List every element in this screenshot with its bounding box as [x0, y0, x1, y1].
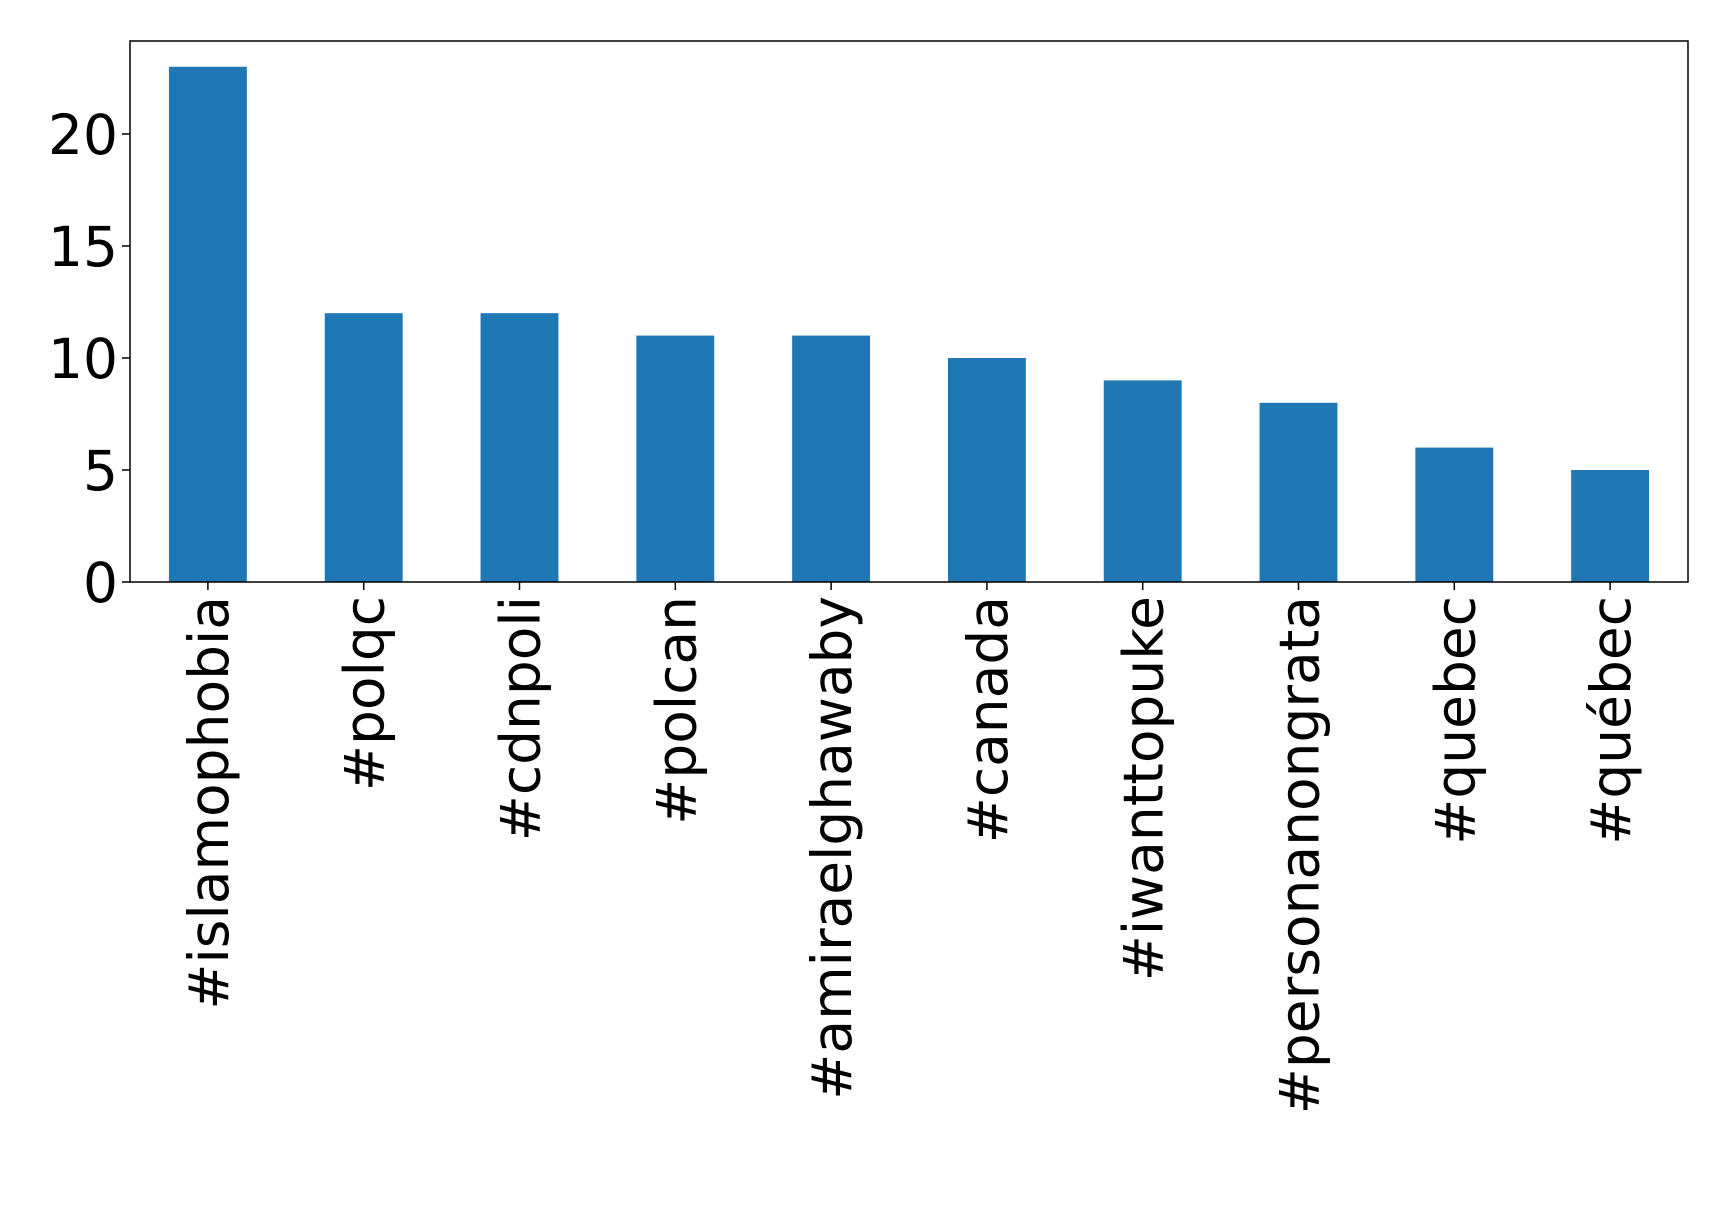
- bar: [480, 313, 559, 582]
- y-tick-label: 20: [48, 103, 118, 167]
- x-tick-label: #canada: [956, 596, 1020, 843]
- bar: [1103, 380, 1182, 582]
- x-tick-label: #quebec: [1423, 596, 1487, 845]
- y-tick-label: 10: [48, 327, 118, 391]
- bar: [1571, 469, 1650, 582]
- x-tick-label: #cdnpoli: [489, 596, 553, 841]
- x-tick-label: #polqc: [333, 596, 397, 791]
- bar: [1259, 402, 1338, 582]
- y-tick-label: 0: [83, 551, 118, 615]
- x-tick-label: #personanongrata: [1268, 596, 1332, 1114]
- bar: [947, 357, 1026, 582]
- bar: [1415, 447, 1494, 582]
- x-tick-label: #iwanttopuke: [1112, 596, 1176, 981]
- x-tick-label: #amiraelghawaby: [800, 596, 864, 1100]
- bar: [324, 313, 403, 582]
- x-tick-label: #islamophobia: [177, 596, 241, 1010]
- y-tick-label: 15: [48, 215, 118, 279]
- bar: [168, 66, 247, 582]
- y-tick-label: 5: [83, 439, 118, 503]
- plot-frame: [129, 40, 1689, 583]
- x-tick-label: #québec: [1579, 596, 1643, 845]
- x-tick-label: #polcan: [644, 596, 708, 825]
- bar: [792, 335, 871, 582]
- bar: [636, 335, 715, 582]
